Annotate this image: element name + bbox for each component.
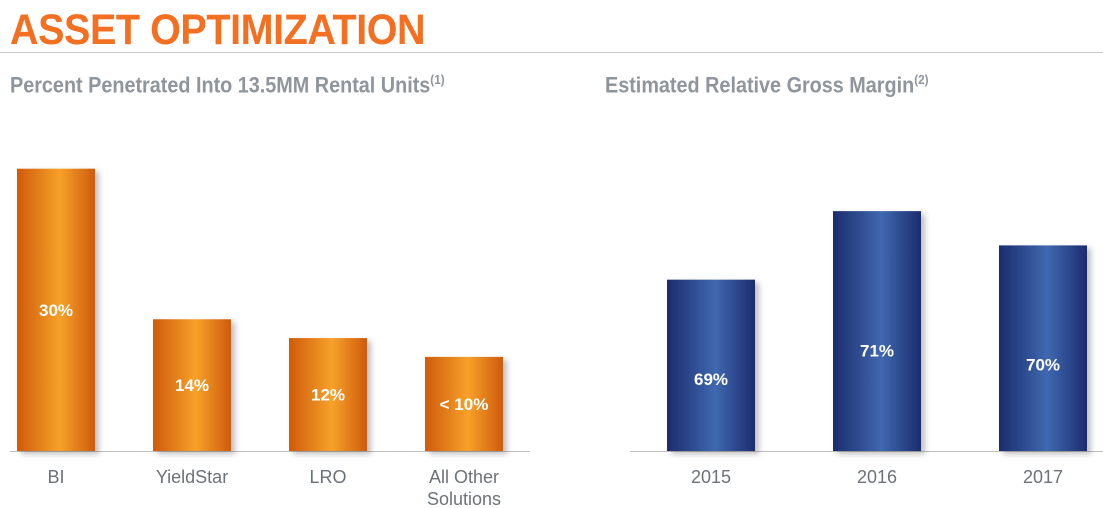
margin-data-label-1: 71% [860,341,894,360]
penetration-category-label-3: All Other Solutions [427,467,501,508]
title-divider [0,52,1103,53]
penetration-bar-0 [17,168,95,451]
penetration-data-label-3: < 10% [440,395,489,414]
penetration-data-label-2: 12% [311,386,345,405]
margin-data-label-2: 70% [1026,356,1060,375]
margin-category-label-1: 2016 [857,467,897,487]
margin-category-label-0: 2015 [691,467,731,487]
penetration-data-label-0: 30% [39,301,73,320]
margin-bar-0 [667,279,755,451]
penetration-bar-3 [425,356,503,451]
margin-bar-2 [999,245,1087,451]
margin-bar-1 [833,211,921,451]
penetration-bar-2 [289,338,367,451]
penetration-data-label-1: 14% [175,376,209,395]
penetration-category-label-1: YieldStar [156,467,228,487]
page-title: ASSET OPTIMIZATION [10,6,426,54]
margin-data-label-0: 69% [694,370,728,389]
chart-title-penetration: Percent Penetrated Into 13.5MM Rental Un… [10,72,445,98]
gross-margin-bar-chart: 69% 2015 71% 2016 70% 2017 [630,211,1103,487]
penetration-bar-1 [153,319,231,451]
penetration-bar-chart: 30% BI 14% YieldStar 12% LRO < 10% All Other Sol… [10,168,530,508]
margin-category-label-2: 2017 [1023,467,1063,487]
penetration-category-label-0: BI [47,467,64,487]
penetration-category-label-2: LRO [309,467,346,487]
chart-title-gross-margin: Estimated Relative Gross Margin(2) [605,72,929,98]
